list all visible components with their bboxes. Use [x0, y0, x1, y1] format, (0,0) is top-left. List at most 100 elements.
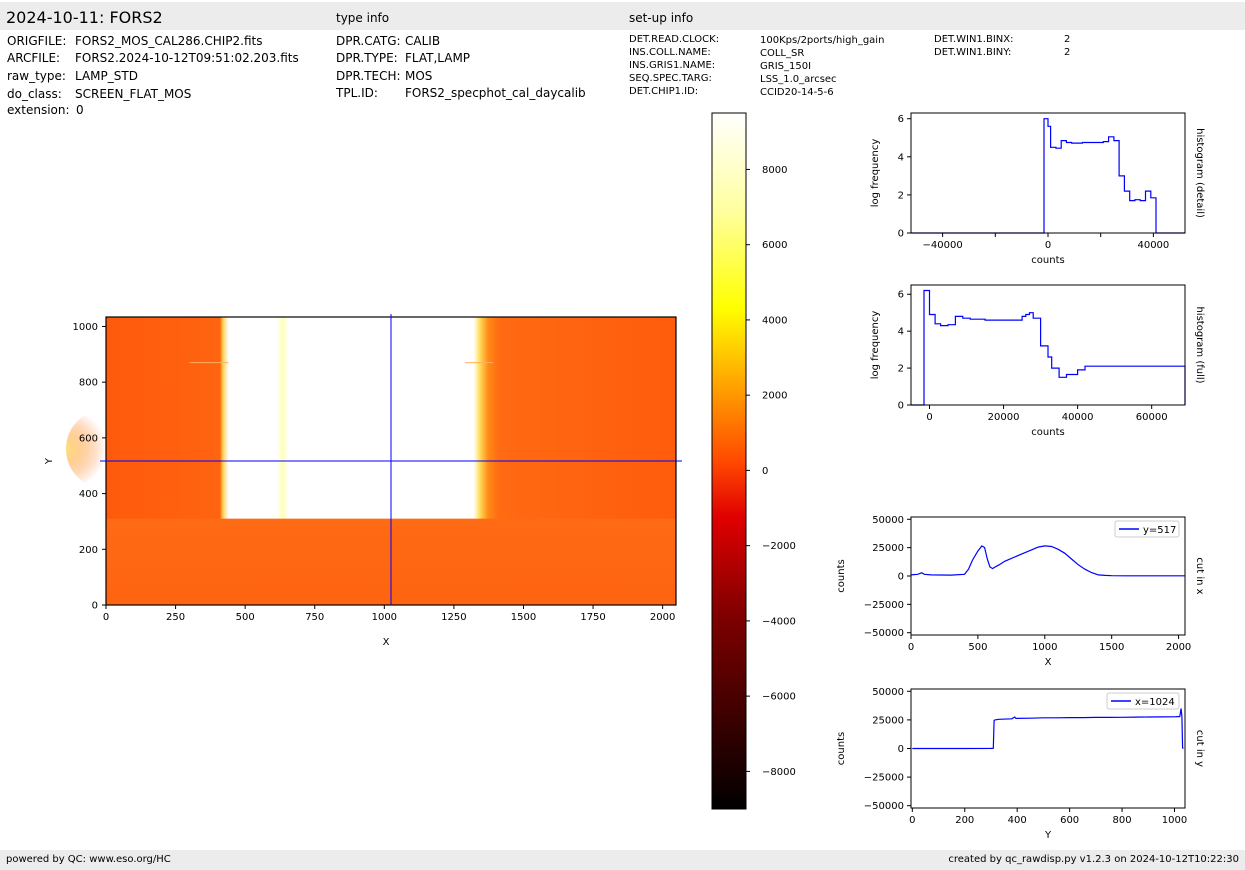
x-tick-label: 500: [968, 642, 987, 653]
setup-info-key: DET.WIN1.BINX:: [934, 34, 1014, 45]
plot-frame: [910, 112, 1186, 234]
panel-side-label: cut in y: [1194, 730, 1205, 767]
type-info-key: DPR.TYPE:: [336, 51, 398, 65]
type-info-heading: type info: [336, 11, 390, 25]
colorbar-tick-label: 6000: [762, 240, 787, 251]
y-tick-label: 0: [898, 572, 904, 583]
x-tick-label: 20000: [988, 412, 1020, 423]
setup-info-heading: set-up info: [629, 11, 694, 25]
x-tick-label: 0: [909, 815, 915, 826]
x-tick-label: 0: [926, 412, 932, 423]
x-tick-label: 40000: [1137, 240, 1169, 251]
file-info-value: FORS2.2024-10-12T09:51:02.203.fits: [75, 51, 299, 65]
x-tick-label: 1000: [372, 612, 397, 623]
file-info-key: raw_type:: [7, 69, 66, 83]
setup-info-key: DET.CHIP1.ID:: [629, 86, 699, 97]
x-tick-label: 0: [103, 612, 109, 623]
x-tick-label: 500: [236, 612, 255, 623]
header-bar: [0, 2, 1245, 30]
x-tick-label: 200: [955, 815, 974, 826]
setup-info-key: DET.WIN1.BINY:: [934, 47, 1012, 58]
footer-credit: powered by QC: www.eso.org/HC: [6, 854, 171, 865]
setup-info-value: LSS_1.0_arcsec: [760, 74, 837, 85]
y-tick-label: 800: [79, 378, 98, 389]
legend-label: x=1024: [1135, 697, 1175, 708]
x-tick-label: 1000: [1032, 642, 1057, 653]
file-info-value: LAMP_STD: [75, 69, 138, 83]
x-tick-label: 400: [1008, 815, 1027, 826]
colorbar-gradient: [711, 112, 747, 810]
y-tick-label: 6: [898, 114, 904, 125]
setup-info-value: GRIS_150I: [760, 61, 812, 72]
colorbar-tick-label: −4000: [762, 616, 796, 627]
colorbar-tick-label: 0: [762, 466, 768, 477]
legend-label: y=517: [1143, 525, 1176, 536]
x-tick-label: 2000: [1166, 642, 1191, 653]
x-tick-label: 40000: [1062, 412, 1094, 423]
file-info-value: 0: [76, 103, 84, 117]
cut-x-panel: 0 500 1000 1500 2000 50000 25000 0 −25000 −50000 X…: [836, 515, 1205, 668]
colorbar-tick-label: 4000: [762, 315, 787, 326]
x-tick-label: 600: [1060, 815, 1079, 826]
x-tick-label: 1750: [580, 612, 605, 623]
footer-bar: [0, 850, 1245, 870]
x-tick-label: 1500: [1099, 642, 1124, 653]
file-info-key: ARCFILE:: [7, 51, 61, 65]
setup-info-value: 2: [1064, 34, 1071, 45]
x-tick-label: 1500: [511, 612, 536, 623]
y-tick-label: 600: [79, 433, 98, 444]
y-axis-label: log frequency: [870, 311, 881, 380]
y-tick-label: −25000: [864, 600, 904, 611]
y-tick-label: 50000: [872, 515, 904, 526]
x-axis-label: X: [383, 637, 390, 648]
data-series-line: [911, 118, 1185, 234]
setup-info-value: 2: [1064, 47, 1071, 58]
x-axis-label: Y: [1044, 830, 1052, 841]
footer-generator: created by qc_rawdisp.py v1.2.3 on 2024-…: [948, 854, 1239, 865]
x-axis-label: counts: [1031, 255, 1064, 266]
x-axis-label: counts: [1031, 427, 1064, 438]
panel-side-label: histogram (detail): [1194, 128, 1205, 218]
setup-info-key: DET.READ.CLOCK:: [629, 34, 720, 45]
x-tick-label: 800: [1113, 815, 1132, 826]
page-title: 2024-10-11: FORS2: [6, 8, 163, 27]
colorbar-tick-label: −8000: [762, 767, 796, 778]
setup-info-value: 100Kps/2ports/high_gain: [760, 35, 885, 46]
y-axis-label: log frequency: [870, 139, 881, 208]
x-tick-label: 2000: [650, 612, 675, 623]
x-tick-label: 0: [908, 642, 914, 653]
setup-info-key: SEQ.SPEC.TARG:: [629, 73, 712, 84]
plot-frame: [910, 284, 1186, 406]
file-info-value: SCREEN_FLAT_MOS: [75, 87, 192, 101]
colorbar-tick-label: −2000: [762, 541, 796, 552]
y-tick-label: 0: [898, 229, 904, 240]
y-tick-label: −50000: [864, 801, 904, 812]
cut-y-panel: 0 200 400 600 800 1000 50000 25000 0 −25000 −50000…: [836, 687, 1205, 841]
type-info-value: FLAT,LAMP: [405, 51, 471, 65]
y-tick-label: −25000: [864, 773, 904, 784]
data-series-line: [910, 545, 1185, 577]
x-tick-label: 250: [166, 612, 185, 623]
y-tick-label: −50000: [864, 628, 904, 639]
y-tick-label: 200: [79, 545, 98, 556]
colorbar-tick-label: −6000: [762, 692, 796, 703]
y-tick-label: 25000: [872, 715, 904, 726]
y-tick-label: 1000: [73, 322, 98, 333]
y-tick-label: 6: [898, 290, 904, 301]
colorbar-tick-label: 8000: [762, 165, 787, 176]
setup-info-key: INS.GRIS1.NAME:: [629, 60, 716, 71]
histogram-full-panel: 0 20000 40000 60000 0 2 4 6 counts log frequency h…: [870, 284, 1205, 438]
type-info-value: FORS2_specphot_cal_daycalib: [405, 86, 586, 100]
colorbar-tick-label: 2000: [762, 391, 787, 402]
y-tick-label: 0: [92, 601, 98, 612]
type-info-value: CALIB: [405, 34, 441, 48]
x-tick-label: 750: [305, 612, 324, 623]
file-info-key: extension:: [7, 103, 70, 117]
y-tick-label: 4: [898, 152, 904, 163]
histogram-detail-panel: −40000 0 40000 0 2 4 6 counts log frequency histo…: [870, 112, 1205, 266]
colorbar-panel: 8000 6000 4000 2000 0 −2000 −4000 −6000 −8000: [711, 112, 796, 810]
y-tick-label: 0: [898, 401, 904, 412]
panel-side-label: cut in x: [1194, 557, 1205, 594]
y-tick-label: 25000: [872, 543, 904, 554]
